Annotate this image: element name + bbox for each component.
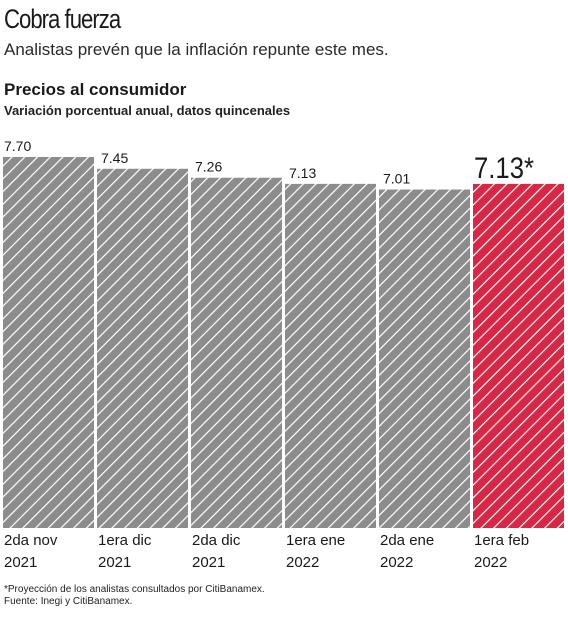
projection-note: *Proyección de los analistas consultados… [4, 584, 265, 595]
category-period: 1era ene [286, 532, 346, 549]
category-label-5: 1era feb 2022 [474, 530, 564, 574]
chart-subtitle: Variación porcentual anual, datos quince… [4, 103, 291, 118]
category-year: 2021 [192, 554, 226, 571]
bar-chart: 7.70 7.45 7.26 7.13 7.01 7.13* [3, 138, 564, 528]
value-label-5: 7.13* [474, 152, 534, 185]
value-label-0: 7.70 [4, 138, 31, 154]
category-label-1: 1era dic 2021 [98, 530, 188, 574]
category-label-3: 1era ene 2022 [286, 530, 376, 574]
value-label-2: 7.26 [195, 159, 222, 175]
dek: Analistas prevén que la inflación repunt… [4, 40, 389, 59]
category-year: 2022 [380, 554, 414, 571]
value-label-3: 7.13 [289, 165, 316, 181]
bar-5 [473, 183, 564, 528]
category-period: 2da nov [4, 532, 58, 549]
category-label-0: 2da nov 2021 [4, 530, 94, 574]
category-label-4: 2da ene 2022 [380, 530, 470, 574]
category-year: 2022 [286, 554, 320, 571]
source-note: Fuente: Inegi y CitiBanamex. [4, 596, 133, 607]
value-label-1: 7.45 [101, 150, 128, 166]
category-year: 2021 [98, 554, 132, 571]
footnotes: *Proyección de los analistas consultados… [4, 584, 265, 608]
chart-title: Precios al consumidor [4, 80, 187, 99]
category-year: 2021 [4, 554, 38, 571]
bar-3 [285, 183, 376, 528]
category-period: 2da ene [380, 532, 435, 549]
bar-1 [97, 168, 188, 528]
value-label-4: 7.01 [383, 171, 410, 187]
category-period: 1era dic [98, 532, 152, 549]
category-year: 2022 [474, 554, 508, 571]
category-label-2: 2da dic 2021 [192, 530, 282, 574]
category-period: 2da dic [192, 532, 241, 549]
bar-0 [3, 157, 94, 528]
bar-4 [379, 189, 470, 528]
bar-2 [191, 177, 282, 528]
category-period: 1era feb [474, 532, 530, 549]
headline: Cobra fuerza [4, 4, 121, 34]
